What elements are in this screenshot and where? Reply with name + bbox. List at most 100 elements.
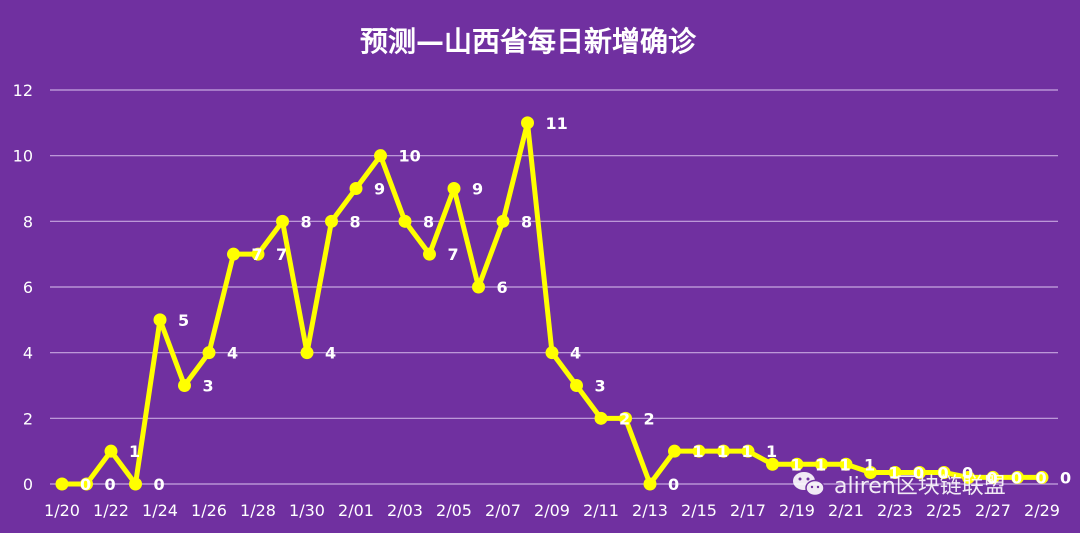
data-point <box>178 379 191 392</box>
data-point <box>300 346 314 360</box>
data-point <box>325 214 338 228</box>
data-label: 7 <box>252 245 263 264</box>
data-point <box>129 477 142 491</box>
data-label: 9 <box>472 180 483 199</box>
data-point <box>668 444 681 458</box>
data-label: 1 <box>742 442 753 461</box>
data-label: 1 <box>717 442 728 461</box>
data-point <box>1011 470 1024 484</box>
y-axis-ticks: 0 2 4 6 8 10 12 <box>13 81 33 494</box>
x-tick-label: 2/29 <box>1024 501 1060 520</box>
y-tick-label: 6 <box>23 278 33 297</box>
x-tick-label: 1/20 <box>44 501 80 520</box>
data-point <box>815 457 828 471</box>
data-label: 0 <box>1036 468 1047 487</box>
y-tick-label: 0 <box>23 475 33 494</box>
y-tick-label: 10 <box>13 147 33 166</box>
data-label: 1 <box>815 455 826 474</box>
data-point <box>423 247 436 261</box>
data-label: 0 <box>1060 468 1071 487</box>
data-point <box>619 411 632 425</box>
data-point <box>741 444 755 458</box>
data-label: 0 <box>668 475 679 494</box>
data-label: 5 <box>178 311 189 330</box>
x-tick-label: 2/05 <box>436 501 472 520</box>
y-tick-label: 8 <box>23 212 33 231</box>
data-point <box>80 477 93 491</box>
x-tick-label: 1/24 <box>142 501 178 520</box>
data-label: 2 <box>619 409 630 428</box>
data-label: 1 <box>693 442 704 461</box>
data-label: 1 <box>840 455 851 474</box>
data-label: 1 <box>864 455 875 474</box>
data-point <box>790 457 804 471</box>
y-tick-label: 4 <box>23 344 33 363</box>
x-axis-ticks: 1/20 1/22 1/24 1/26 1/28 1/30 2/01 2/03 2/05 2/07… <box>44 501 1060 520</box>
data-point <box>1035 470 1049 484</box>
x-tick-label: 2/27 <box>975 501 1011 520</box>
data-point <box>839 457 853 471</box>
data-point <box>594 411 608 425</box>
data-label: 7 <box>448 245 459 264</box>
data-point <box>986 470 1000 484</box>
data-point <box>349 182 363 195</box>
data-label: 7 <box>276 245 287 264</box>
data-point <box>202 346 216 360</box>
data-point <box>251 247 265 261</box>
data-label: 0 <box>1011 468 1022 487</box>
x-tick-label: 2/25 <box>926 501 962 520</box>
data-point <box>766 457 779 471</box>
data-point <box>545 346 559 360</box>
data-label: 8 <box>521 212 532 231</box>
data-label: 1 <box>889 464 900 483</box>
x-tick-label: 1/28 <box>240 501 276 520</box>
data-label: 11 <box>546 114 568 133</box>
data-point <box>104 444 118 458</box>
data-point <box>521 116 534 130</box>
data-point <box>864 466 877 480</box>
data-point <box>643 477 657 491</box>
data-point <box>888 466 902 480</box>
data-label: 0 <box>80 475 91 494</box>
data-label: 0 <box>938 464 949 483</box>
series-line <box>62 120 1042 487</box>
watermark: aliren区块链联盟 <box>793 472 1006 499</box>
x-tick-label: 1/30 <box>289 501 325 520</box>
data-point <box>570 379 583 392</box>
data-label: 10 <box>399 147 421 166</box>
watermark-text: aliren区块链联盟 <box>834 474 1006 499</box>
x-tick-label: 2/03 <box>387 501 423 520</box>
data-label: 6 <box>497 278 508 297</box>
x-tick-label: 2/11 <box>583 501 619 520</box>
wechat-icon <box>793 472 825 497</box>
x-tick-label: 2/15 <box>681 501 717 520</box>
chart-title: 预测—山西省每日新增确诊 <box>360 25 697 58</box>
data-point <box>692 444 706 458</box>
data-label: 8 <box>350 212 361 231</box>
data-label: 3 <box>203 377 214 396</box>
data-point <box>962 470 975 484</box>
x-tick-label: 2/17 <box>730 501 766 520</box>
x-tick-label: 1/26 <box>191 501 227 520</box>
x-tick-label: 2/19 <box>779 501 815 520</box>
data-point <box>55 477 69 491</box>
y-tick-label: 12 <box>13 81 33 100</box>
data-label: 1 <box>766 442 777 461</box>
x-tick-label: 2/23 <box>877 501 913 520</box>
data-label: 0 <box>913 464 924 483</box>
data-point <box>398 214 412 228</box>
data-point <box>717 444 730 458</box>
data-label: 4 <box>325 344 336 363</box>
data-label: 0 <box>962 464 973 483</box>
x-tick-label: 2/21 <box>828 501 864 520</box>
data-point <box>472 280 485 294</box>
data-label: 8 <box>301 212 312 231</box>
x-tick-label: 1/22 <box>93 501 129 520</box>
data-label: 1 <box>791 455 802 474</box>
x-tick-label: 2/13 <box>632 501 668 520</box>
y-tick-label: 2 <box>23 409 33 428</box>
data-point <box>276 214 289 228</box>
data-point <box>374 149 387 163</box>
